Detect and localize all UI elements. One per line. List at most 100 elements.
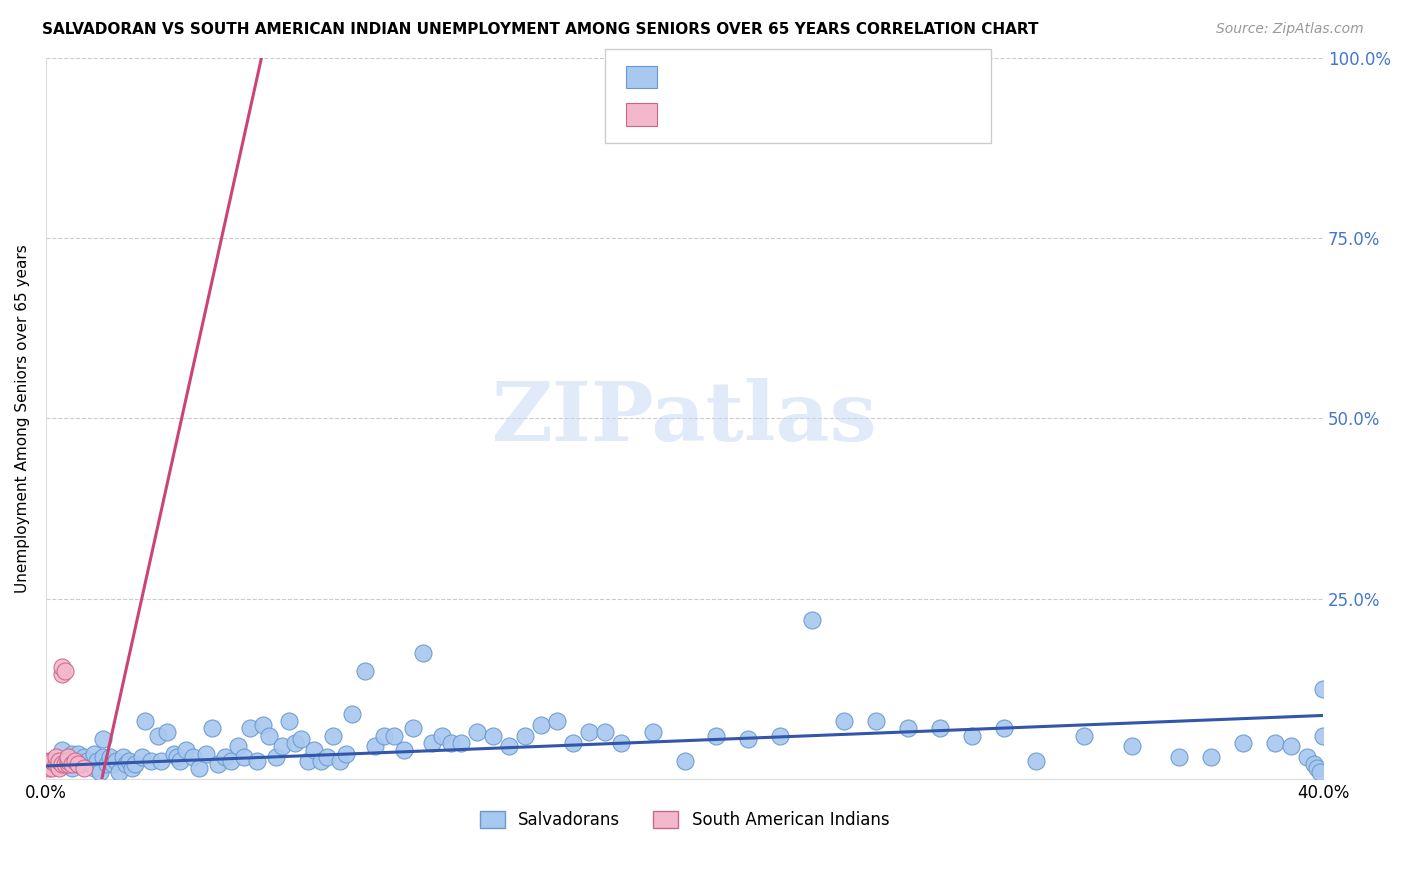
Point [993,722,1015,736]
Text: Source: ZipAtlas.com: Source: ZipAtlas.com [1216,22,1364,37]
Point [259,729,281,743]
Point [89,764,111,779]
Point [181,750,204,764]
Y-axis label: Unemployment Among Seniors over 65 years: Unemployment Among Seniors over 65 years [15,244,30,592]
Point [593,725,616,739]
Text: 0.939: 0.939 [693,105,749,123]
Text: ZIPatlas: ZIPatlas [492,378,877,458]
Point [402,722,425,736]
Point [45,757,67,772]
Point [53,664,76,678]
Point [124,757,146,772]
Point [51,660,73,674]
Point [1025,754,1047,768]
Point [465,725,488,739]
Point [284,736,307,750]
Point [111,750,134,764]
Point [35,757,58,772]
Point [53,757,76,772]
Point [578,725,600,739]
Point [1201,750,1223,764]
Point [146,729,169,743]
Point [60,757,83,772]
Point [329,754,352,768]
Point [38,754,60,768]
Point [342,706,364,721]
Point [1073,729,1095,743]
Point [373,729,395,743]
Point [561,736,583,750]
Text: 0.265: 0.265 [693,69,749,87]
Point [51,743,73,757]
Point [271,739,294,754]
Point [420,736,443,750]
Point [297,754,319,768]
Point [1296,750,1319,764]
Point [1302,757,1324,772]
Point [769,729,792,743]
Point [897,722,920,736]
Point [51,757,73,772]
Point [73,750,96,764]
Point [239,722,262,736]
Point [801,613,824,627]
Point [498,739,520,754]
Point [382,729,405,743]
Point [41,761,63,775]
Point [1232,736,1254,750]
Text: 21: 21 [794,105,825,123]
Point [93,732,115,747]
Point [45,757,67,772]
Point [83,747,105,761]
Point [1312,681,1334,696]
Point [309,754,332,768]
Point [188,761,211,775]
Point [392,743,415,757]
Point [412,646,434,660]
Point [354,664,377,678]
Point [166,750,188,764]
Point [58,750,80,764]
Point [322,729,344,743]
Point [335,747,357,761]
Point [1279,739,1302,754]
Point [51,759,73,773]
Point [246,754,269,768]
Legend: Salvadorans, South American Indians: Salvadorans, South American Indians [472,804,896,836]
Point [176,743,198,757]
Point [513,729,536,743]
Point [156,725,179,739]
Point [609,736,631,750]
Text: SALVADORAN VS SOUTH AMERICAN INDIAN UNEMPLOYMENT AMONG SENIORS OVER 65 YEARS COR: SALVADORAN VS SOUTH AMERICAN INDIAN UNEM… [42,22,1039,37]
Point [302,743,325,757]
Point [264,750,287,764]
Point [60,761,83,775]
Point [58,754,80,768]
Point [66,757,89,772]
Point [960,729,983,743]
Point [66,757,89,772]
Point [70,757,93,772]
Point [1264,736,1286,750]
Point [48,754,70,768]
Point [163,747,186,761]
Point [118,754,141,768]
Point [641,725,664,739]
Point [252,718,274,732]
Point [316,750,339,764]
Point [131,750,153,764]
Point [530,718,553,732]
Point [45,750,67,764]
Point [141,754,163,768]
Point [232,750,254,764]
Point [86,754,108,768]
Point [1306,761,1329,775]
Point [101,757,124,772]
Point [58,754,80,768]
Point [93,750,115,764]
Point [364,739,387,754]
Point [440,736,463,750]
Point [277,714,299,729]
Point [207,757,229,772]
Point [114,757,136,772]
